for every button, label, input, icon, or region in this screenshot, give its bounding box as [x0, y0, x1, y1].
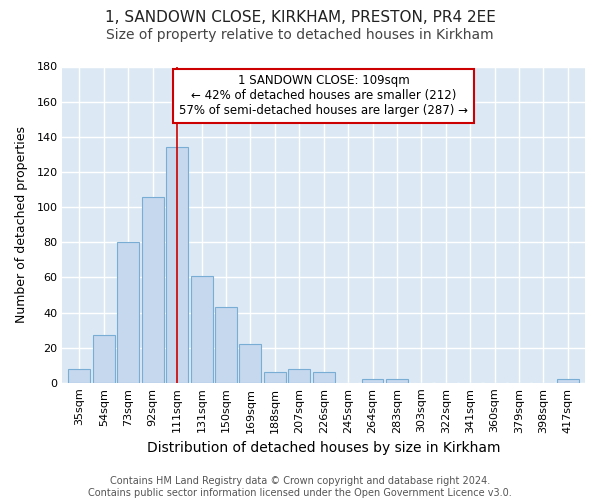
Bar [313, 372, 335, 383]
Text: Contains HM Land Registry data © Crown copyright and database right 2024.
Contai: Contains HM Land Registry data © Crown c… [88, 476, 512, 498]
Text: 1 SANDOWN CLOSE: 109sqm
← 42% of detached houses are smaller (212)
57% of semi-d: 1 SANDOWN CLOSE: 109sqm ← 42% of detache… [179, 74, 468, 118]
Text: 1, SANDOWN CLOSE, KIRKHAM, PRESTON, PR4 2EE: 1, SANDOWN CLOSE, KIRKHAM, PRESTON, PR4 … [104, 10, 496, 25]
Y-axis label: Number of detached properties: Number of detached properties [15, 126, 28, 323]
Bar [68, 368, 91, 383]
Bar [557, 380, 579, 383]
Bar [142, 196, 164, 383]
Bar [386, 380, 408, 383]
Bar [191, 276, 212, 383]
Bar [215, 307, 237, 383]
Bar [239, 344, 262, 383]
Bar [166, 148, 188, 383]
X-axis label: Distribution of detached houses by size in Kirkham: Distribution of detached houses by size … [147, 441, 500, 455]
Bar [117, 242, 139, 383]
Bar [362, 380, 383, 383]
Text: Size of property relative to detached houses in Kirkham: Size of property relative to detached ho… [106, 28, 494, 42]
Bar [93, 336, 115, 383]
Bar [264, 372, 286, 383]
Bar [288, 368, 310, 383]
